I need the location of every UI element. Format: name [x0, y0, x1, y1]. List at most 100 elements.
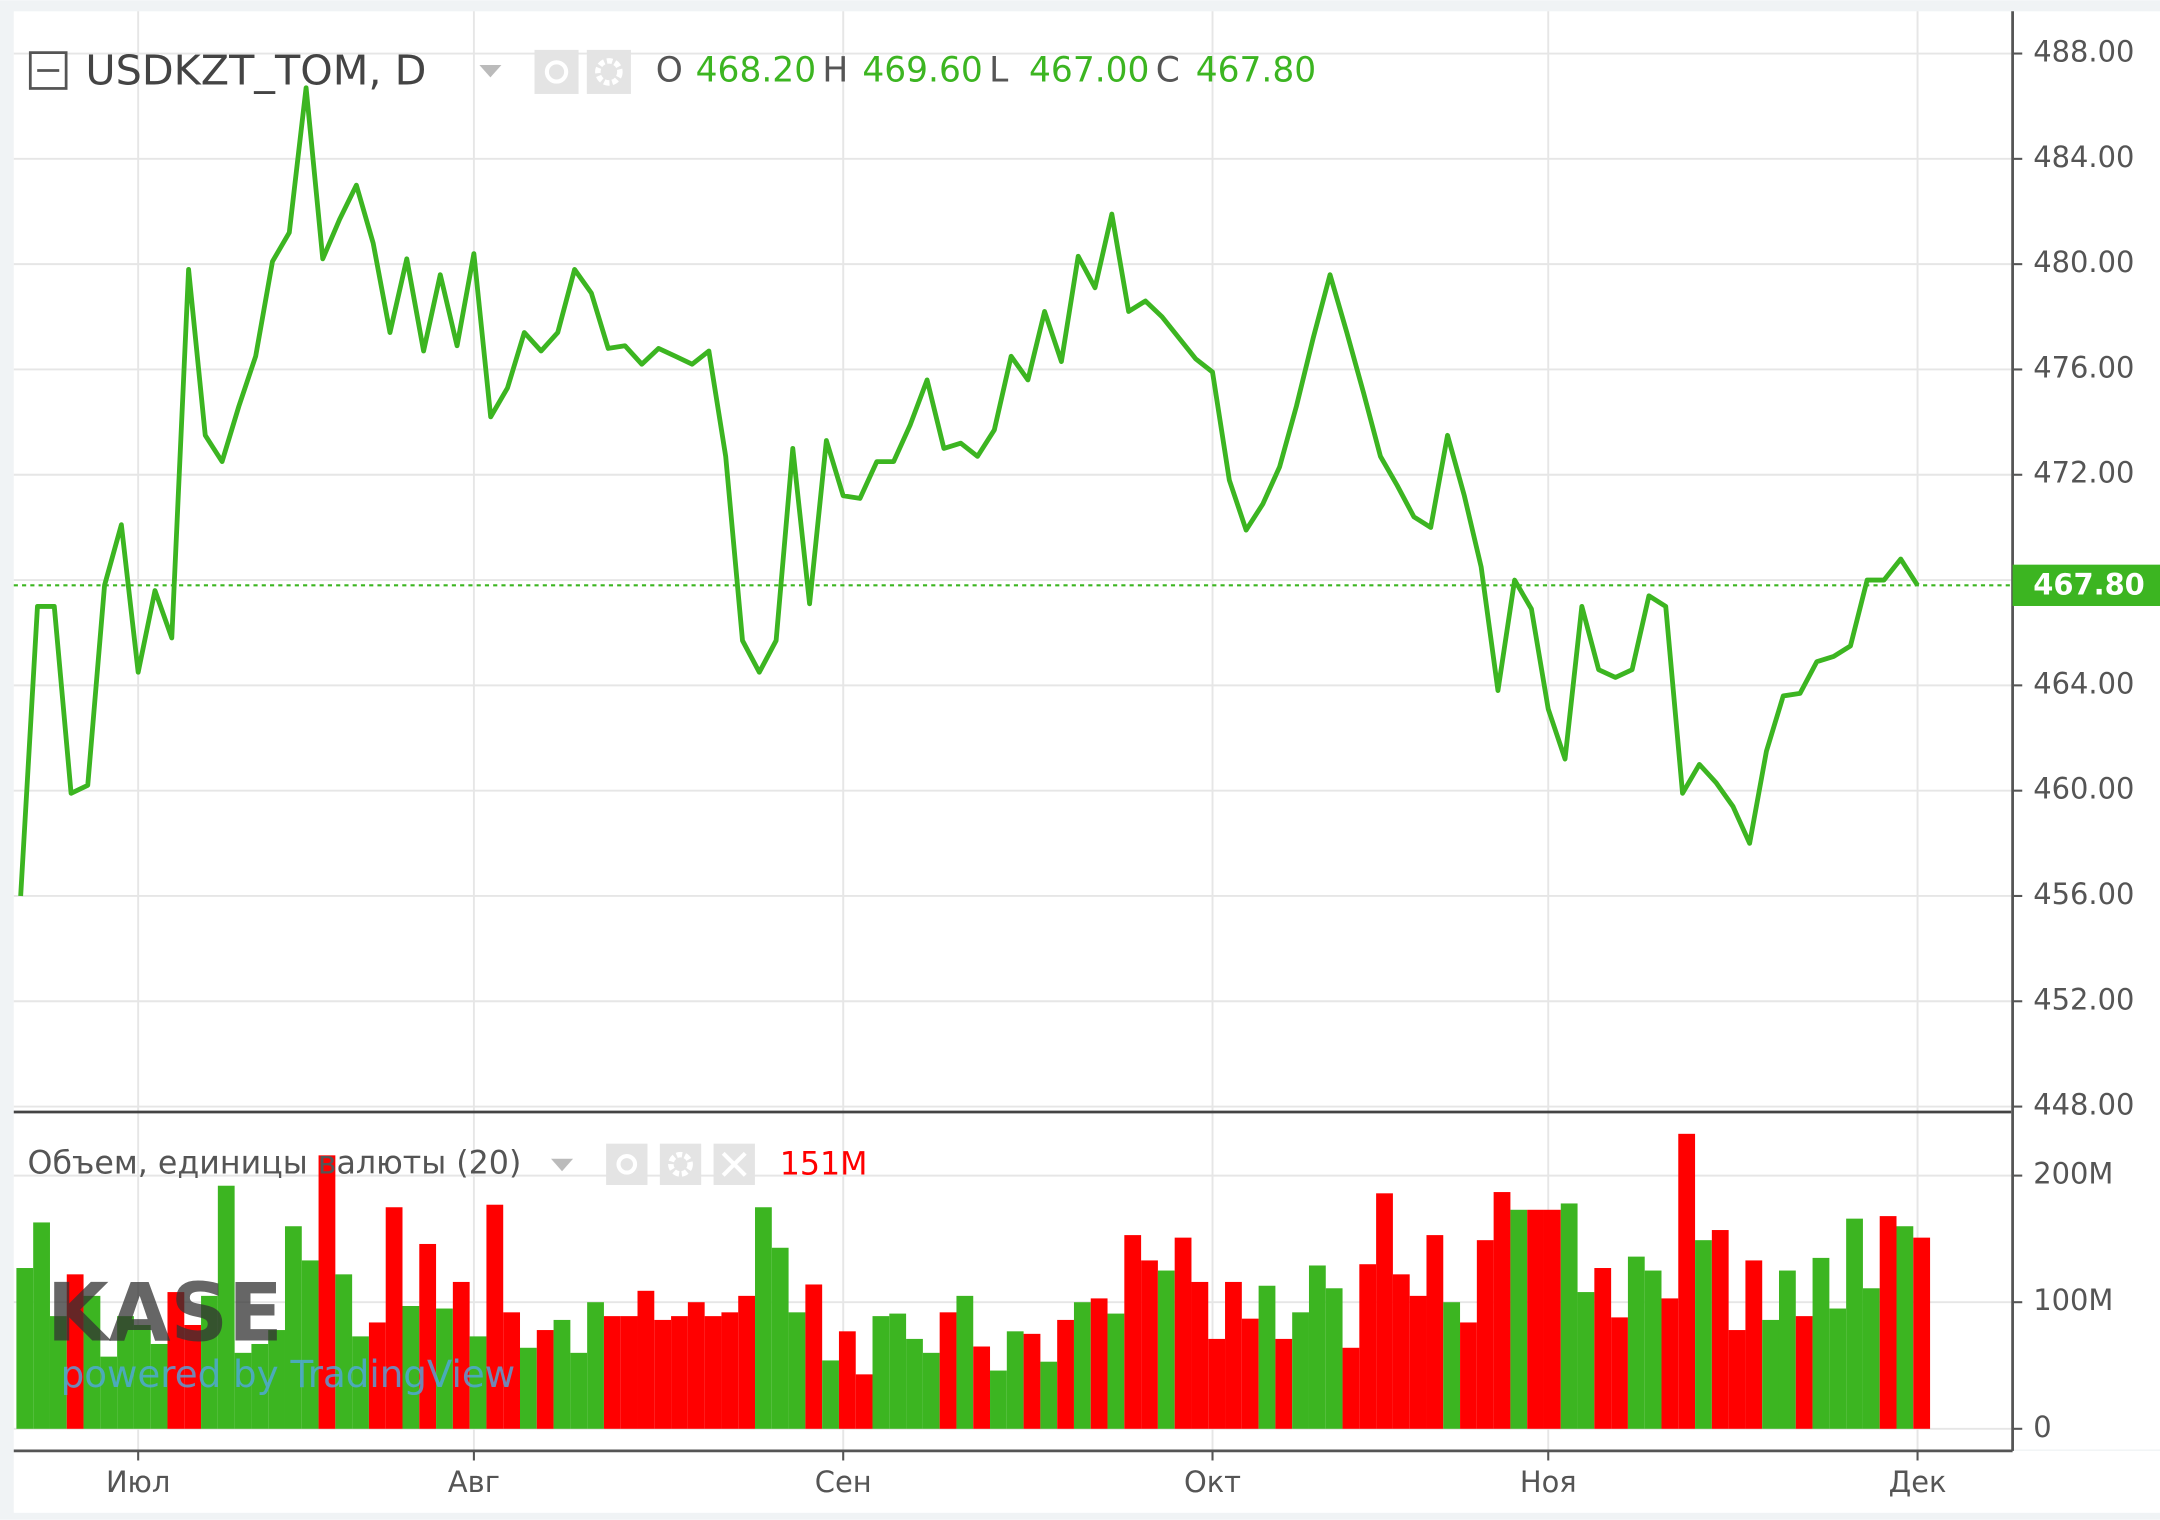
ohlc-legend: O 468.20 H 469.60 L 467.00 C 467.80 [656, 50, 1316, 90]
ohlc-value: 469.60 [862, 50, 982, 90]
volume-bar [436, 1308, 453, 1429]
y-tick-label: 456.00 [2033, 877, 2134, 911]
symbol-dropdown[interactable] [479, 65, 502, 78]
volume-bar [1392, 1274, 1410, 1429]
ohlc-key: C [1156, 50, 1180, 90]
x-tick-label: Ноя [1520, 1465, 1577, 1499]
volume-bar [1157, 1270, 1175, 1429]
settings-button[interactable] [586, 49, 631, 94]
volume-bar [788, 1312, 806, 1429]
volume-bar [1258, 1285, 1276, 1429]
volume-bar [1829, 1308, 1847, 1429]
volume-bar [150, 1343, 168, 1429]
volume-bar [520, 1347, 537, 1429]
volume-bar [939, 1312, 957, 1429]
volume-bar [335, 1274, 353, 1429]
volume-bar [721, 1312, 739, 1429]
x-tick-label: Авг [448, 1465, 500, 1499]
volume-bar [301, 1260, 319, 1429]
ohlc-key: O [656, 50, 683, 90]
y-tick-label: 460.00 [2033, 772, 2134, 806]
volume-bar [1241, 1318, 1259, 1429]
volume-bar [184, 1324, 202, 1429]
symbol: USDKZT_TOM, D [85, 46, 426, 94]
volume-bar [603, 1316, 621, 1429]
volume-bar [1057, 1319, 1074, 1429]
y-tick-label: 472.00 [2033, 456, 2134, 490]
volume-bar [1174, 1237, 1192, 1429]
visibility-button[interactable] [534, 49, 579, 94]
x-tick-label: Июл [106, 1465, 170, 1499]
volume-bar [1846, 1218, 1863, 1429]
y-tick-label: 200M [2033, 1157, 2113, 1191]
volume-bar [1426, 1235, 1444, 1429]
volume-bar [167, 1292, 185, 1429]
volume-bar [587, 1302, 604, 1429]
volume-bar [117, 1316, 134, 1429]
volume-bar [1594, 1268, 1612, 1429]
ohlc-value: 467.80 [1196, 50, 1316, 90]
volume-bar [1577, 1292, 1595, 1429]
volume-bar [1661, 1298, 1679, 1429]
volume-bar [1795, 1316, 1813, 1429]
volume-visibility-button[interactable] [606, 1143, 648, 1185]
volume-bar [1107, 1313, 1125, 1429]
volume-bar [1141, 1260, 1158, 1429]
volume-bar [922, 1352, 940, 1429]
volume-bar [1275, 1338, 1293, 1429]
volume-bar [620, 1316, 638, 1429]
volume-bar [906, 1338, 923, 1429]
volume-bar [1745, 1260, 1763, 1429]
volume-bar [738, 1295, 756, 1429]
y-tick-label: 448.00 [2033, 1088, 2134, 1122]
volume-bar [100, 1356, 118, 1429]
volume-bar [49, 1316, 67, 1429]
eye-icon [544, 60, 569, 84]
volume-bar [385, 1207, 403, 1429]
volume-bar [402, 1305, 420, 1429]
y-tick-label: 0 [2033, 1410, 2051, 1444]
volume-bar [1527, 1209, 1544, 1429]
volume-bar [1812, 1257, 1830, 1429]
volume-bar [1560, 1203, 1578, 1429]
watermark-text: powered by TradingView [61, 1352, 516, 1396]
volume-bar [570, 1352, 588, 1429]
volume-bar [1292, 1312, 1309, 1429]
volume-bar [1678, 1133, 1696, 1429]
volume-bar [452, 1281, 470, 1429]
volume-bar [16, 1268, 34, 1429]
volume-bar [990, 1370, 1007, 1429]
volume-title: Объем, единицы валюты (20) [28, 1145, 522, 1181]
volume-bar [1510, 1209, 1528, 1429]
y-tick-label: 476.00 [2033, 350, 2134, 384]
volume-bar [1124, 1235, 1142, 1429]
y-tick-label: 484.00 [2033, 140, 2134, 174]
volume-bar [1342, 1347, 1360, 1429]
volume-bar [1359, 1264, 1377, 1429]
volume-bar [872, 1316, 890, 1429]
x-tick-label: Сен [815, 1465, 872, 1499]
volume-bar [536, 1330, 554, 1429]
volume-bar [1376, 1193, 1393, 1429]
volume-bar [368, 1322, 386, 1429]
volume-bar [838, 1331, 856, 1429]
volume-bar [805, 1284, 823, 1429]
volume-bar [1879, 1216, 1897, 1429]
ohlc-key: H [822, 50, 848, 90]
volume-bar [251, 1343, 269, 1429]
volume-bar [1023, 1333, 1041, 1429]
volume-bar [1040, 1361, 1058, 1429]
volume-settings-button[interactable] [659, 1143, 702, 1185]
volume-bar [234, 1352, 252, 1429]
eye-icon [616, 1153, 638, 1175]
volume-dropdown[interactable] [551, 1158, 574, 1172]
last-price-box [2012, 564, 2160, 606]
volume-bar [1896, 1226, 1914, 1429]
y-tick-label: 488.00 [2033, 35, 2134, 69]
volume-bar [1762, 1319, 1779, 1429]
volume-bar [1862, 1288, 1880, 1429]
volume-bar [469, 1336, 487, 1429]
volume-bar [889, 1313, 907, 1429]
volume-last-value: 151M [780, 1147, 868, 1183]
volume-bar [973, 1346, 991, 1429]
